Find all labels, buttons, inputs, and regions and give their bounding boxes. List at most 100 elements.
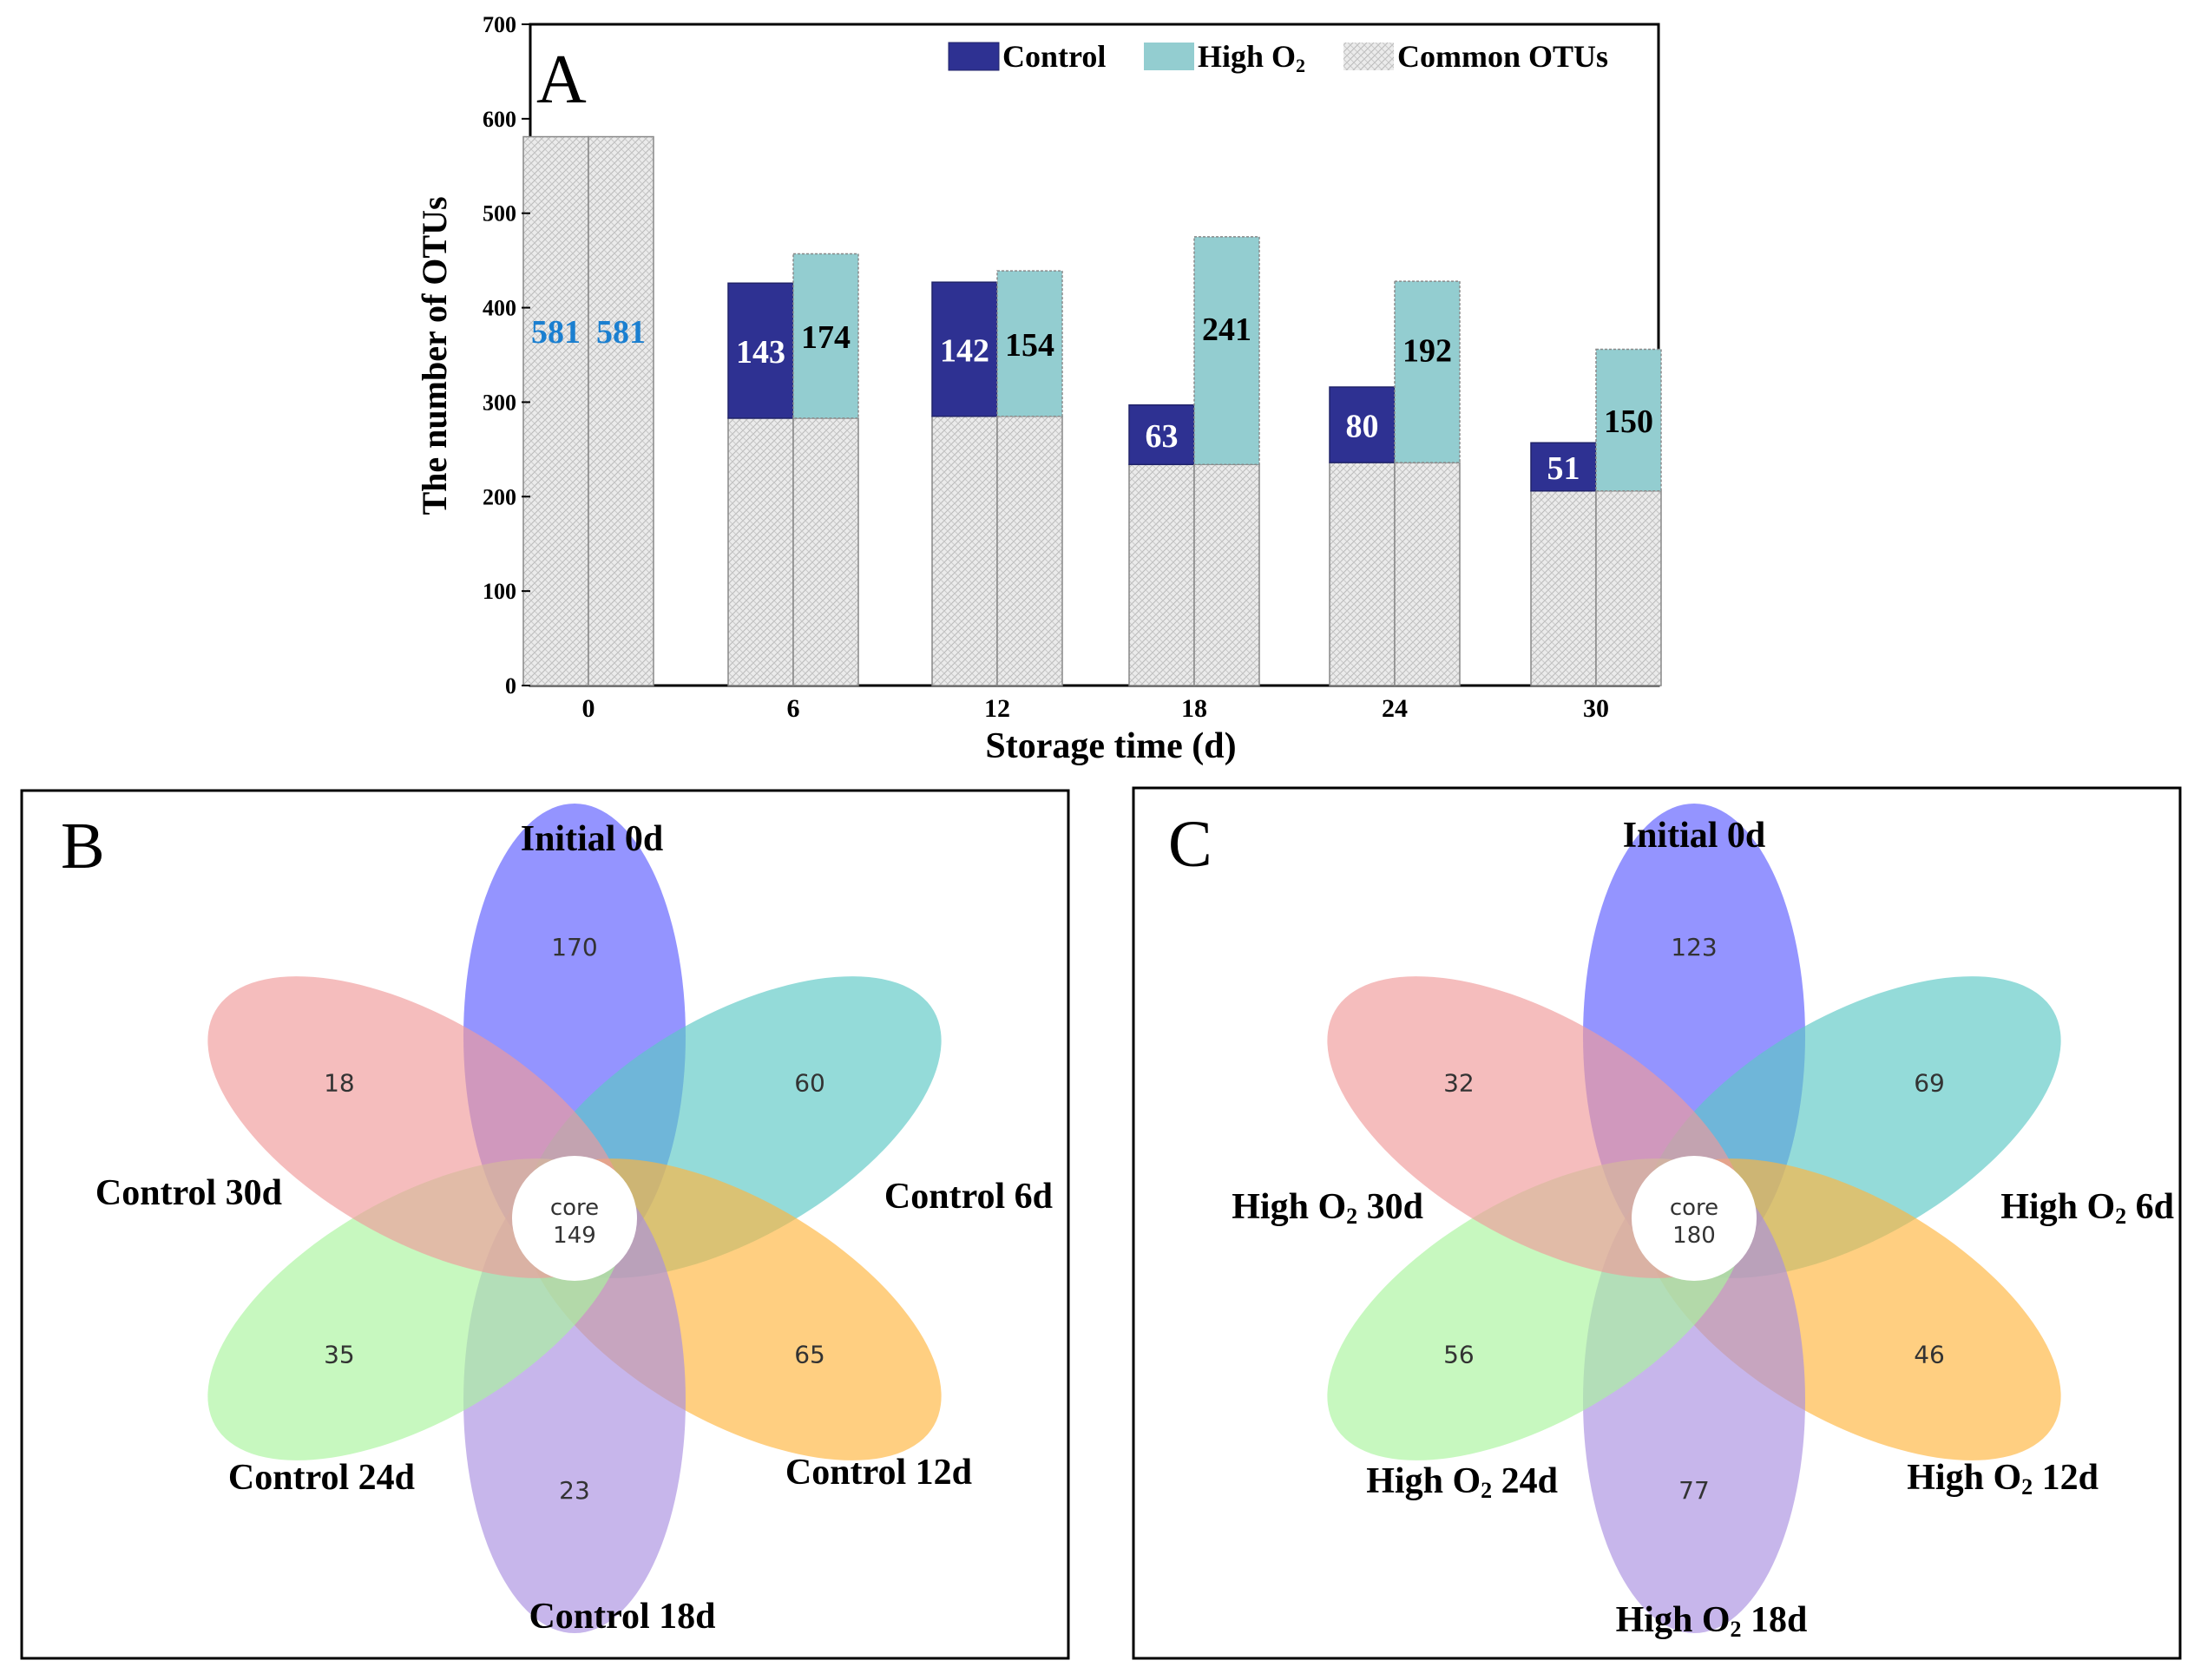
x-tick-label: 12 <box>984 694 1010 723</box>
legend-label-common: Common OTUs <box>1397 39 1608 74</box>
bar-common-high-o2 <box>996 416 1063 686</box>
panel-a-letter: A <box>536 42 587 118</box>
petal-unique-count: 18 <box>324 1069 355 1098</box>
bar-common-high-o2 <box>588 135 654 686</box>
panel-b-letter: B <box>61 810 105 883</box>
bar-high-o2 <box>1595 348 1662 492</box>
bar-high-o2 <box>996 270 1063 417</box>
petal-unique-count: 123 <box>1671 933 1717 961</box>
x-tick-label: 30 <box>1583 694 1609 723</box>
petal-unique-count: 65 <box>794 1341 825 1369</box>
petal-name: Control 12d <box>785 1453 972 1493</box>
bar-label-control: 63 <box>1146 418 1179 455</box>
x-tick-label: 24 <box>1382 694 1408 723</box>
core-circle <box>512 1156 637 1281</box>
bar-high-o2 <box>792 253 859 419</box>
legend-swatch-control <box>948 42 1000 71</box>
bar-control <box>727 282 794 419</box>
petal-unique-count: 23 <box>559 1476 590 1505</box>
bar-common-control <box>1128 463 1195 686</box>
panel-b-frame <box>20 789 1070 1660</box>
x-tick-label: 0 <box>582 694 595 723</box>
legend: Control High O2 Common OTUs <box>948 39 1608 76</box>
petal-unique-count: 32 <box>1443 1069 1475 1098</box>
bar-label-high-o2: 174 <box>801 319 851 356</box>
bar-common-high-o2 <box>1193 463 1260 686</box>
core-value: 149 <box>553 1223 596 1249</box>
legend-swatch-high <box>1144 43 1194 70</box>
plot-frame <box>529 23 1660 687</box>
core-label: core <box>550 1195 599 1221</box>
x-axis-title: Storage time (d) <box>985 726 1236 766</box>
petal-name: Initial 0d <box>521 819 664 859</box>
petal-unique-count: 69 <box>1914 1069 1945 1098</box>
bar-label-high-o2: 581 <box>596 314 646 351</box>
core-label: core <box>1670 1195 1718 1221</box>
petal-unique-count: 77 <box>1678 1476 1710 1505</box>
bar-label-high-o2: 154 <box>1005 327 1054 364</box>
x-tick-label: 6 <box>787 694 800 723</box>
panel-c-frame <box>1132 786 2182 1660</box>
bar-label-high-o2: 192 <box>1402 333 1452 370</box>
bar-label-control: 80 <box>1346 409 1379 445</box>
petal-unique-count: 35 <box>324 1341 355 1369</box>
panel-c-letter: C <box>1168 808 1212 881</box>
petal-unique-count: 46 <box>1914 1341 1945 1369</box>
y-tick-label: 200 <box>483 484 516 509</box>
bar-label-control: 142 <box>940 332 989 369</box>
bar-high-o2 <box>1394 280 1461 463</box>
bar-label-high-o2: 150 <box>1604 404 1653 440</box>
bar-common-control <box>1530 490 1597 686</box>
petal-name: Control 6d <box>884 1177 1053 1217</box>
core-circle <box>1632 1156 1757 1281</box>
bar-common-control <box>727 417 794 686</box>
bar-label-high-o2: 241 <box>1202 312 1251 348</box>
petals <box>1327 804 2061 1633</box>
legend-label-high: High O2 <box>1198 39 1305 76</box>
y-tick-label: 0 <box>505 673 516 699</box>
petal-name: High O2 30d <box>1232 1187 1423 1229</box>
legend-swatch-common <box>1343 43 1394 70</box>
petal-unique-count: 60 <box>794 1069 825 1098</box>
y-tick-label: 600 <box>483 107 516 132</box>
x-axis: 0 6 12 18 24 30 <box>582 694 1610 723</box>
y-tick-label: 400 <box>483 296 516 321</box>
petal-unique-count: 56 <box>1443 1341 1475 1369</box>
y-axis-title: The number of OTUs <box>415 196 454 515</box>
bar-label-control: 581 <box>531 314 581 351</box>
bar-common-control <box>931 416 998 686</box>
y-tick-label: 700 <box>483 12 516 37</box>
bar-control <box>931 281 998 417</box>
bar-common-control <box>522 135 589 686</box>
petal-name: Initial 0d <box>1623 816 1766 856</box>
petal-name: Control 24d <box>228 1458 415 1498</box>
petal-name: High O2 12d <box>1907 1458 2099 1500</box>
bar-control <box>1329 386 1396 463</box>
petals <box>207 804 942 1633</box>
y-tick-label: 500 <box>483 201 516 226</box>
legend-label-control: Control <box>1002 39 1106 74</box>
bar-label-control: 51 <box>1547 450 1580 487</box>
y-tick-label: 100 <box>483 579 516 604</box>
y-tick-label: 300 <box>483 390 516 415</box>
bar-common-high-o2 <box>792 417 859 686</box>
petal-unique-count: 170 <box>551 933 597 961</box>
petal-name: Control 18d <box>529 1597 715 1637</box>
petal-name: High O2 18d <box>1616 1600 1808 1642</box>
petal-name: High O2 24d <box>1366 1461 1558 1503</box>
petal-name: Control 30d <box>95 1173 282 1213</box>
x-tick-label: 18 <box>1181 694 1207 723</box>
bar-value-labels: 581 581 143 174 142 154 63 241 80 192 51 150 <box>531 312 1653 487</box>
bar-control <box>1128 404 1195 466</box>
bar-common-high-o2 <box>1595 490 1662 686</box>
core-value: 180 <box>1672 1223 1716 1249</box>
y-axis: 0 100 200 300 400 500 600 700 <box>483 12 530 699</box>
bar-label-control: 143 <box>736 334 785 371</box>
bar-control <box>1530 442 1597 492</box>
